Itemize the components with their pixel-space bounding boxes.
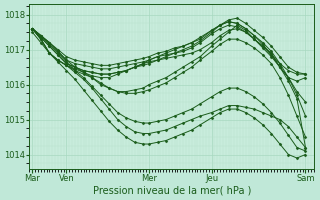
X-axis label: Pression niveau de la mer( hPa ): Pression niveau de la mer( hPa ) [92,186,251,196]
